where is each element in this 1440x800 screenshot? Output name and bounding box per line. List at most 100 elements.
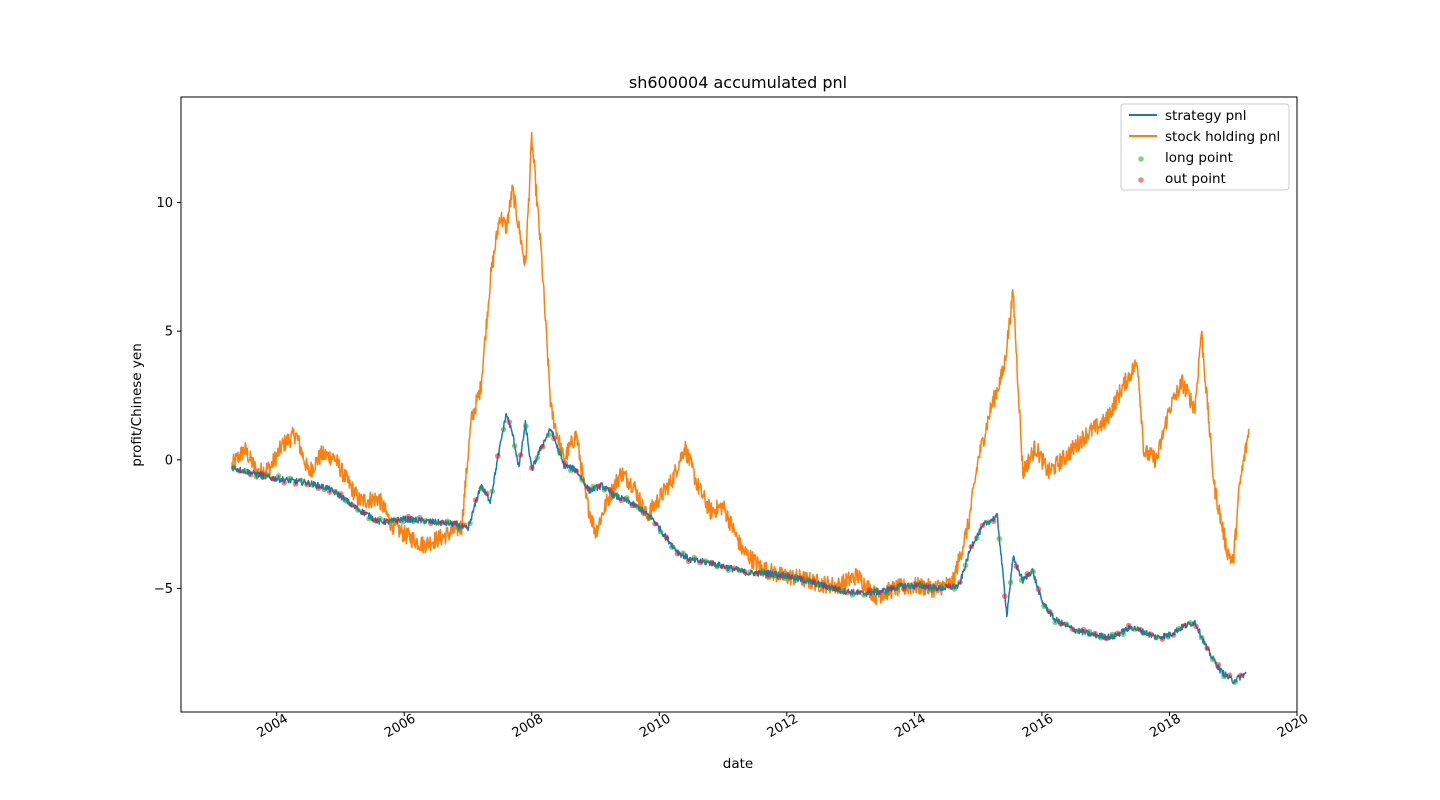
long-point (1109, 631, 1115, 638)
long-point (1019, 577, 1025, 584)
legend-label: stock holding pnl (1165, 129, 1280, 145)
long-point (1142, 629, 1149, 636)
out-point (281, 480, 288, 486)
out-point (326, 489, 333, 495)
out-point (394, 517, 400, 523)
out-point (990, 518, 997, 524)
long-point (332, 488, 339, 495)
long-point (906, 582, 913, 589)
out-point (349, 502, 356, 508)
out-point (618, 497, 625, 504)
out-point (1238, 672, 1244, 679)
long-point (725, 567, 732, 573)
out-point (787, 574, 794, 580)
out-point (236, 468, 243, 474)
long-point (1210, 656, 1216, 663)
out-point (1058, 621, 1064, 627)
out-point (405, 513, 412, 520)
out-point (1080, 626, 1087, 633)
series-group (230, 131, 1250, 685)
long-point (1120, 631, 1126, 637)
out-point (912, 581, 918, 587)
long-point (230, 464, 237, 471)
long-point (264, 472, 271, 478)
out-point (461, 522, 468, 528)
long-point (804, 576, 811, 583)
long-point (1075, 628, 1081, 634)
long-point (1187, 620, 1194, 626)
out-point (338, 491, 344, 497)
long-point (736, 567, 743, 574)
out-point (315, 485, 322, 492)
long-point (388, 518, 395, 524)
long-point (974, 535, 980, 541)
out-point (551, 435, 557, 442)
long-point (355, 507, 361, 513)
long-point (1176, 625, 1182, 632)
out-point (968, 543, 975, 550)
out-point (304, 481, 310, 488)
long-point (612, 491, 619, 498)
plot-area (230, 131, 1250, 685)
long-point (590, 483, 596, 490)
long-point (962, 562, 969, 569)
long-point (1221, 673, 1227, 680)
long-point (646, 514, 653, 521)
out-point (640, 510, 647, 517)
legend-label: strategy pnl (1165, 108, 1246, 124)
out-point (697, 559, 703, 566)
out-point (607, 487, 613, 493)
long-point (411, 518, 417, 524)
long-point (1153, 634, 1160, 641)
long-point (309, 482, 316, 488)
long-point (534, 455, 541, 461)
out-point (810, 577, 816, 584)
out-point (1193, 623, 1199, 629)
long-point (1030, 568, 1036, 575)
out-point (629, 502, 636, 509)
long-point (489, 488, 496, 495)
legend-box (1120, 103, 1290, 191)
out-point (1002, 593, 1008, 599)
out-point (517, 452, 524, 458)
out-point (1215, 662, 1222, 668)
out-point (844, 589, 850, 596)
long-point (523, 423, 529, 429)
long-point (511, 443, 518, 449)
long-point (657, 529, 664, 535)
long-point (996, 535, 1003, 542)
long-point (366, 515, 372, 522)
long-point (872, 586, 878, 593)
out-point (1013, 563, 1019, 569)
long-point (702, 558, 709, 564)
long-point (1052, 619, 1058, 626)
out-point (247, 471, 254, 478)
legend-item-strategy-pnl: strategy pnl (1129, 108, 1246, 124)
long-point (579, 477, 585, 483)
chart-title: sh600004 accumulated pnl (629, 73, 847, 92)
long-point (849, 592, 856, 598)
long-point (444, 518, 451, 525)
out-point (708, 559, 715, 566)
out-point (878, 589, 884, 596)
long-point (917, 580, 924, 587)
long-point (1041, 603, 1047, 609)
out-point (1159, 636, 1166, 642)
long-point (343, 498, 350, 505)
legend-label: out point (1165, 171, 1226, 187)
out-point (528, 465, 535, 471)
long-point (242, 468, 248, 474)
out-point (934, 587, 941, 594)
out-point (742, 569, 748, 575)
legend-item-out-point: out point (1138, 171, 1226, 187)
long-point (827, 586, 833, 592)
out-point (866, 587, 873, 593)
out-point (472, 497, 479, 503)
long-point (601, 487, 608, 493)
out-point (383, 518, 389, 524)
long-point (1086, 628, 1093, 635)
long-point (816, 582, 822, 589)
plot-frame (180, 96, 1298, 713)
long-point (556, 449, 563, 455)
y-tick-label: 10 (156, 196, 173, 211)
